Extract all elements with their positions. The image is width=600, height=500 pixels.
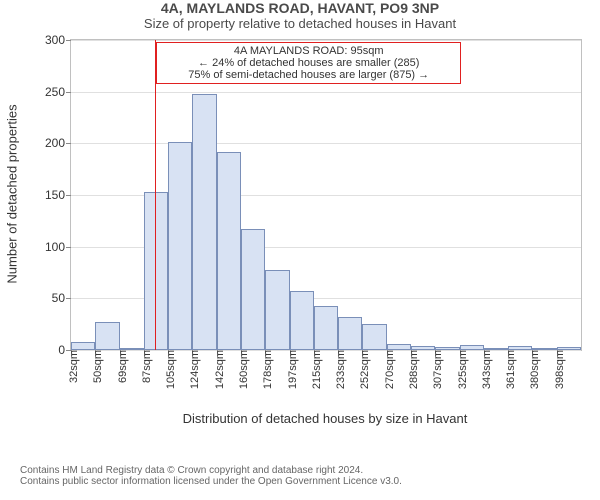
ytick-label: 50	[52, 291, 71, 305]
annotation-line: 75% of semi-detached houses are larger (…	[163, 69, 454, 81]
gridline	[71, 92, 581, 93]
ytick-label: 200	[45, 136, 71, 150]
histogram-bar	[241, 229, 265, 350]
chart-container: 4A MAYLANDS ROAD: 95sqm← 24% of detached…	[0, 31, 600, 461]
x-axis-label: Distribution of detached houses by size …	[183, 411, 468, 426]
footer-line-2: Contains public sector information licen…	[20, 476, 600, 487]
histogram-bar	[265, 270, 289, 350]
histogram-bar	[71, 342, 95, 350]
chart-title: 4A, MAYLANDS ROAD, HAVANT, PO9 3NP	[0, 0, 600, 16]
xtick-label: 325sqm	[451, 350, 469, 389]
xtick-label: 178sqm	[256, 350, 274, 389]
xtick-label: 50sqm	[86, 350, 104, 383]
histogram-bar	[290, 291, 314, 350]
chart-subtitle: Size of property relative to detached ho…	[0, 16, 600, 31]
ytick-label: 300	[45, 33, 71, 47]
ytick-label: 150	[45, 188, 71, 202]
annotation-box: 4A MAYLANDS ROAD: 95sqm← 24% of detached…	[156, 42, 461, 84]
xtick-label: 288sqm	[402, 350, 420, 389]
xtick-label: 32sqm	[62, 350, 80, 383]
histogram-bar	[95, 322, 119, 350]
histogram-bar	[362, 324, 386, 350]
annotation-line: ← 24% of detached houses are smaller (28…	[163, 57, 454, 69]
histogram-bar	[144, 192, 168, 350]
footer: Contains HM Land Registry data © Crown c…	[0, 465, 600, 487]
xtick-label: 252sqm	[353, 350, 371, 389]
ytick-label: 100	[45, 240, 71, 254]
xtick-label: 215sqm	[305, 350, 323, 389]
xtick-label: 160sqm	[232, 350, 250, 389]
gridline	[71, 143, 581, 144]
xtick-label: 124sqm	[183, 350, 201, 389]
xtick-label: 87sqm	[135, 350, 153, 383]
y-axis-label: Number of detached properties	[5, 104, 20, 283]
histogram-bar	[314, 306, 338, 350]
ytick-label: 250	[45, 85, 71, 99]
histogram-bar	[217, 152, 241, 350]
xtick-label: 361sqm	[499, 350, 517, 389]
xtick-label: 233sqm	[329, 350, 347, 389]
plot-area: 4A MAYLANDS ROAD: 95sqm← 24% of detached…	[70, 39, 582, 351]
xtick-label: 142sqm	[208, 350, 226, 389]
xtick-label: 197sqm	[281, 350, 299, 389]
histogram-bar	[192, 94, 216, 350]
xtick-label: 105sqm	[159, 350, 177, 389]
xtick-label: 307sqm	[426, 350, 444, 389]
xtick-label: 380sqm	[523, 350, 541, 389]
histogram-bar	[168, 142, 192, 350]
xtick-label: 398sqm	[548, 350, 566, 389]
xtick-label: 343sqm	[475, 350, 493, 389]
xtick-label: 270sqm	[378, 350, 396, 389]
annotation-line: 4A MAYLANDS ROAD: 95sqm	[163, 45, 454, 57]
reference-line	[155, 40, 156, 350]
xtick-label: 69sqm	[111, 350, 129, 383]
histogram-bar	[338, 317, 362, 350]
gridline	[71, 40, 581, 41]
footer-line-1: Contains HM Land Registry data © Crown c…	[20, 465, 600, 476]
